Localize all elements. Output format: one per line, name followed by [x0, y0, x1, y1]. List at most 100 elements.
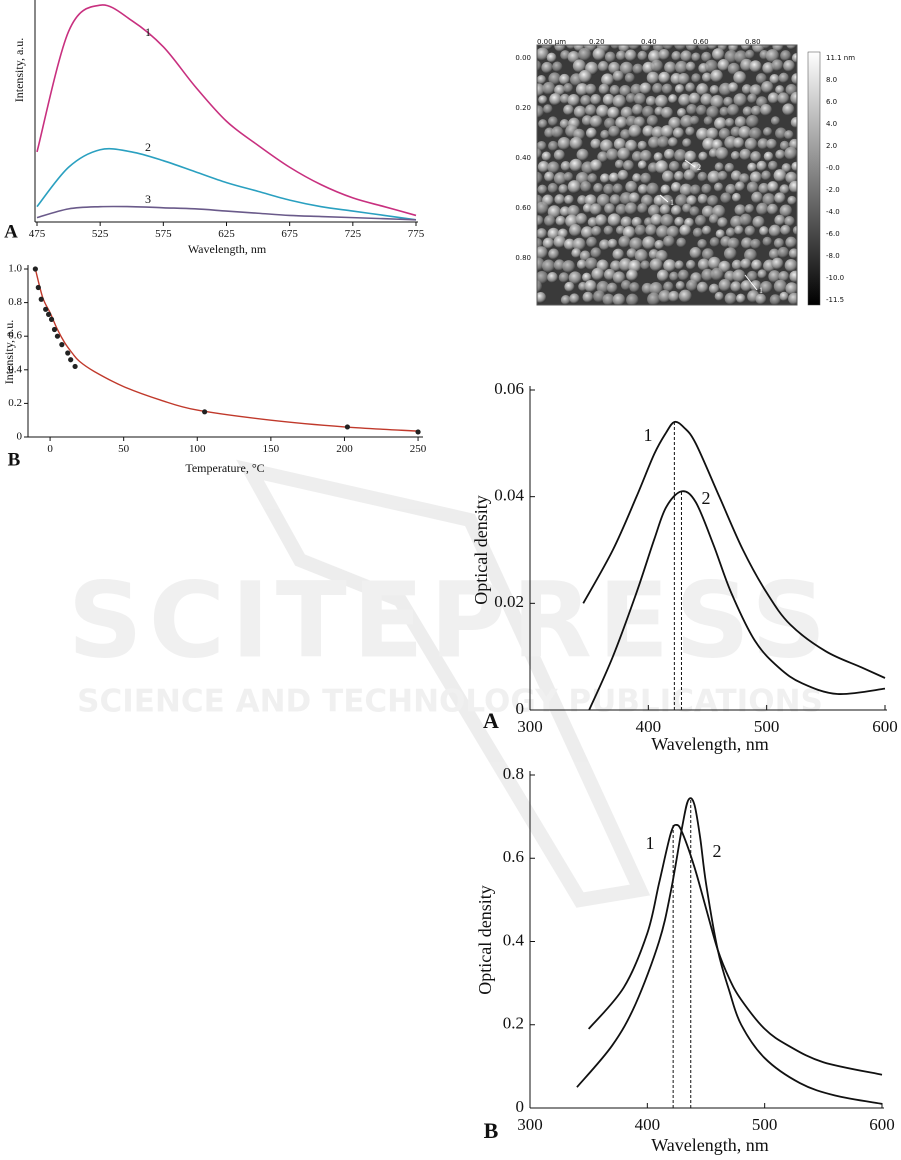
grain	[785, 282, 797, 295]
grain	[779, 291, 789, 302]
marker-arrow	[659, 194, 669, 203]
grain	[723, 96, 733, 107]
grain	[765, 49, 780, 63]
grain	[606, 282, 618, 294]
grain	[664, 148, 675, 160]
grain	[625, 93, 637, 104]
grain	[547, 205, 562, 219]
grain	[733, 137, 745, 149]
grain	[633, 116, 646, 128]
grain	[678, 269, 689, 281]
grain	[637, 50, 648, 61]
y-tick-label: 0.06	[494, 379, 524, 398]
grain	[649, 258, 663, 272]
grain	[768, 248, 780, 260]
grain	[727, 82, 739, 93]
x-axis-label: Temperature, °C	[185, 461, 264, 475]
colorbar-label: 4.0	[826, 120, 837, 128]
grain	[671, 51, 682, 61]
grain	[656, 269, 669, 282]
grain	[701, 268, 714, 282]
watermark: SCITEPRESS SCIENCE AND TECHNOLOGY PUBLIC…	[68, 459, 826, 908]
grain	[701, 183, 712, 194]
grain	[749, 171, 762, 184]
grain	[603, 225, 614, 236]
grain	[660, 125, 674, 138]
grain	[600, 139, 614, 153]
grain	[569, 224, 582, 237]
grain	[591, 267, 605, 281]
grain	[696, 83, 709, 96]
grain	[725, 117, 735, 128]
grain	[604, 51, 616, 63]
grain	[563, 104, 574, 116]
grain	[645, 95, 657, 107]
grain	[670, 182, 682, 193]
line-series	[36, 4, 417, 217]
grain	[755, 293, 767, 305]
grain	[589, 115, 603, 128]
grain	[590, 94, 602, 105]
grain	[697, 238, 708, 249]
grain	[618, 235, 631, 248]
grain	[762, 62, 775, 75]
grain	[685, 61, 696, 72]
grain	[775, 127, 787, 140]
point	[35, 284, 41, 291]
x-tick-label: 200	[336, 443, 353, 455]
grain	[602, 293, 615, 305]
grain	[777, 246, 789, 259]
grain	[706, 127, 719, 140]
grain	[756, 160, 767, 172]
grain	[558, 272, 570, 283]
grain	[741, 237, 753, 249]
grain	[612, 94, 627, 108]
grain	[717, 170, 728, 181]
grain	[538, 95, 548, 105]
grain	[580, 95, 592, 106]
grain	[609, 194, 621, 206]
grain	[653, 152, 663, 162]
grain	[596, 104, 610, 118]
line-series	[36, 205, 417, 221]
grain	[585, 257, 598, 270]
grain	[610, 45, 621, 50]
grain	[559, 206, 571, 217]
grain	[572, 59, 586, 73]
grain	[769, 73, 780, 85]
grain	[669, 271, 679, 282]
afm-y-label: 0.80	[515, 254, 531, 262]
grain	[750, 151, 762, 163]
grain	[674, 149, 687, 162]
grain	[637, 184, 649, 195]
grain	[731, 259, 743, 271]
grain	[725, 183, 737, 195]
grain	[677, 108, 687, 118]
grain	[553, 149, 565, 161]
grain	[640, 260, 650, 270]
grain	[778, 72, 789, 83]
grain	[760, 104, 772, 116]
grain	[590, 138, 601, 150]
grain	[632, 63, 644, 75]
grain	[612, 70, 624, 82]
grain	[689, 206, 700, 217]
point	[72, 363, 78, 370]
grain	[642, 236, 656, 250]
grain	[714, 162, 724, 172]
marker-label: 1	[670, 198, 674, 207]
grain	[626, 248, 637, 259]
grain	[734, 181, 745, 192]
chart: 300 400 500 600 0 0.02 0.04 0.06 Wavelength, nm O…	[471, 379, 898, 754]
grain	[585, 83, 597, 95]
grain	[682, 138, 692, 148]
grain	[559, 119, 570, 129]
grain	[659, 204, 671, 215]
series-label: 3	[145, 192, 151, 206]
grain	[624, 202, 638, 215]
point	[51, 326, 58, 333]
grain	[679, 183, 693, 197]
grain	[680, 115, 694, 129]
grain	[710, 69, 724, 83]
grain	[637, 160, 647, 170]
